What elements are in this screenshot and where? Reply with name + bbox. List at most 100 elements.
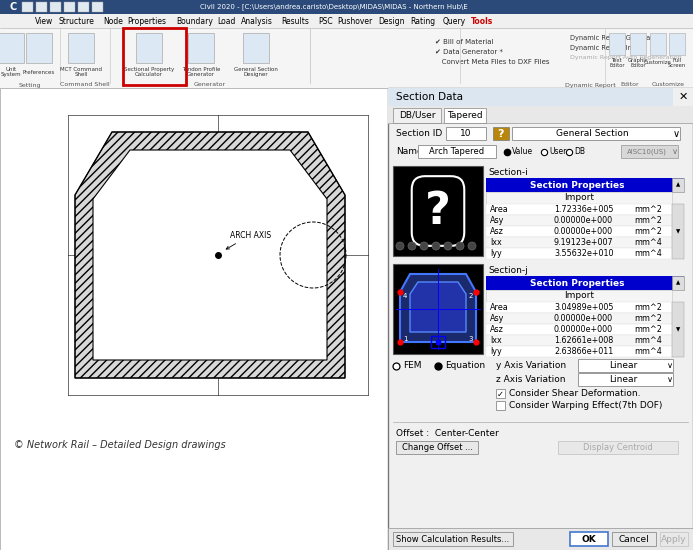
Bar — [188, 33, 214, 63]
Text: User: User — [549, 147, 566, 157]
Text: View: View — [35, 16, 53, 25]
Text: © Network Rail – Detailed Design drawings: © Network Rail – Detailed Design drawing… — [14, 440, 226, 450]
Text: ✓: ✓ — [496, 389, 504, 399]
Bar — [486, 226, 672, 237]
Bar — [393, 108, 441, 123]
Text: Area: Area — [490, 205, 509, 214]
Text: Consider Shear Deformation.: Consider Shear Deformation. — [509, 389, 640, 399]
Text: Consider Warping Effect(7th DOF): Consider Warping Effect(7th DOF) — [509, 402, 663, 410]
Bar — [672, 178, 684, 192]
Bar — [0, 28, 693, 88]
Bar — [50, 2, 61, 12]
Text: Import: Import — [564, 292, 594, 300]
Bar — [0, 88, 388, 550]
Bar — [486, 290, 672, 302]
Text: C: C — [9, 2, 16, 12]
Text: ✕: ✕ — [678, 92, 687, 102]
Text: Customize: Customize — [644, 60, 672, 65]
Bar — [570, 532, 608, 546]
Text: 1.62661e+008: 1.62661e+008 — [554, 336, 613, 345]
Text: 4: 4 — [403, 293, 407, 299]
Text: 0.30 x H: 0.30 x H — [87, 150, 92, 176]
Text: Cancel: Cancel — [619, 535, 649, 543]
Text: Full
Screen: Full Screen — [668, 58, 686, 68]
Text: Ixx: Ixx — [490, 238, 502, 247]
Text: Change Offset ...: Change Offset ... — [401, 443, 473, 453]
Bar — [660, 532, 688, 546]
Text: 10: 10 — [460, 129, 472, 139]
Text: © Network Rail – Detailed Design drawings: © Network Rail – Detailed Design drawing… — [14, 425, 226, 435]
Text: Section ID: Section ID — [396, 129, 442, 139]
Text: General Section: General Section — [556, 129, 629, 139]
Text: Load: Load — [217, 16, 236, 25]
Text: H = 700 – 2500: H = 700 – 2500 — [35, 231, 40, 279]
Text: DB/User: DB/User — [398, 111, 435, 120]
Text: 40: 40 — [326, 382, 335, 388]
Text: Editor: Editor — [621, 82, 640, 87]
Bar — [123, 28, 186, 85]
Text: Command Shell: Command Shell — [60, 82, 109, 87]
Bar — [136, 33, 162, 63]
Text: ▲: ▲ — [676, 183, 680, 188]
Bar — [486, 204, 672, 215]
Bar — [650, 33, 666, 55]
Text: FEM: FEM — [403, 361, 421, 371]
Text: ARCH AXIS: ARCH AXIS — [226, 230, 271, 249]
Text: Section Properties: Section Properties — [529, 180, 624, 190]
Bar — [486, 178, 684, 192]
Bar — [578, 359, 673, 372]
Bar — [444, 108, 486, 123]
Text: Convert Meta Files to DXF Files: Convert Meta Files to DXF Files — [435, 59, 550, 65]
Text: Ixx: Ixx — [490, 336, 502, 345]
Text: Display Centroid: Display Centroid — [583, 443, 653, 453]
Bar — [609, 33, 625, 55]
Text: Tapered: Tapered — [447, 111, 483, 120]
Text: y Axis Variation: y Axis Variation — [496, 361, 566, 371]
Text: Equation: Equation — [445, 361, 485, 371]
Text: ?: ? — [498, 129, 505, 139]
Bar — [558, 441, 678, 454]
Text: DERIVED  DIMENSION: DERIVED DIMENSION — [168, 406, 236, 411]
Bar — [78, 2, 89, 12]
Text: Section Properties: Section Properties — [529, 278, 624, 288]
Text: Node: Node — [103, 16, 123, 25]
Text: Offset :  Center-Center: Offset : Center-Center — [396, 430, 499, 438]
Circle shape — [420, 242, 428, 250]
Bar — [64, 2, 75, 12]
Polygon shape — [75, 132, 345, 378]
Text: Area: Area — [490, 303, 509, 312]
Text: (YZ PLANE): (YZ PLANE) — [92, 183, 127, 188]
Circle shape — [408, 242, 416, 250]
Bar — [630, 33, 646, 55]
Text: mm^4: mm^4 — [634, 347, 662, 356]
Text: General Section
Designer: General Section Designer — [234, 67, 278, 78]
Text: Structure: Structure — [59, 16, 95, 25]
Text: (LINEAR VARIATION ALONG ARCH AXIS): (LINEAR VARIATION ALONG ARCH AXIS) — [22, 201, 28, 309]
Text: Preferences: Preferences — [23, 69, 55, 74]
Bar — [22, 2, 33, 12]
Polygon shape — [93, 150, 327, 360]
Text: Rating: Rating — [410, 16, 435, 25]
Text: mm^4: mm^4 — [634, 249, 662, 258]
Bar — [486, 302, 672, 313]
Text: Tools: Tools — [471, 16, 493, 25]
Text: Query: Query — [442, 16, 466, 25]
Bar — [418, 145, 496, 158]
Circle shape — [396, 242, 404, 250]
Text: 0.00000e+000: 0.00000e+000 — [554, 216, 613, 225]
Text: z Axis Variation: z Axis Variation — [496, 376, 565, 384]
Bar — [388, 106, 693, 124]
Text: Linear: Linear — [609, 361, 637, 371]
Bar — [486, 215, 672, 226]
Text: 3: 3 — [468, 336, 473, 342]
Text: CONSTANT SLOPE: CONSTANT SLOPE — [92, 175, 148, 180]
Polygon shape — [400, 274, 476, 342]
Bar — [0, 0, 693, 14]
Text: Asy: Asy — [490, 314, 505, 323]
Bar — [431, 336, 445, 348]
Bar — [512, 127, 680, 140]
Text: mm^2: mm^2 — [634, 314, 662, 323]
Text: Section Data: Section Data — [396, 92, 463, 102]
Text: 1: 1 — [403, 336, 407, 342]
Bar — [388, 88, 693, 550]
